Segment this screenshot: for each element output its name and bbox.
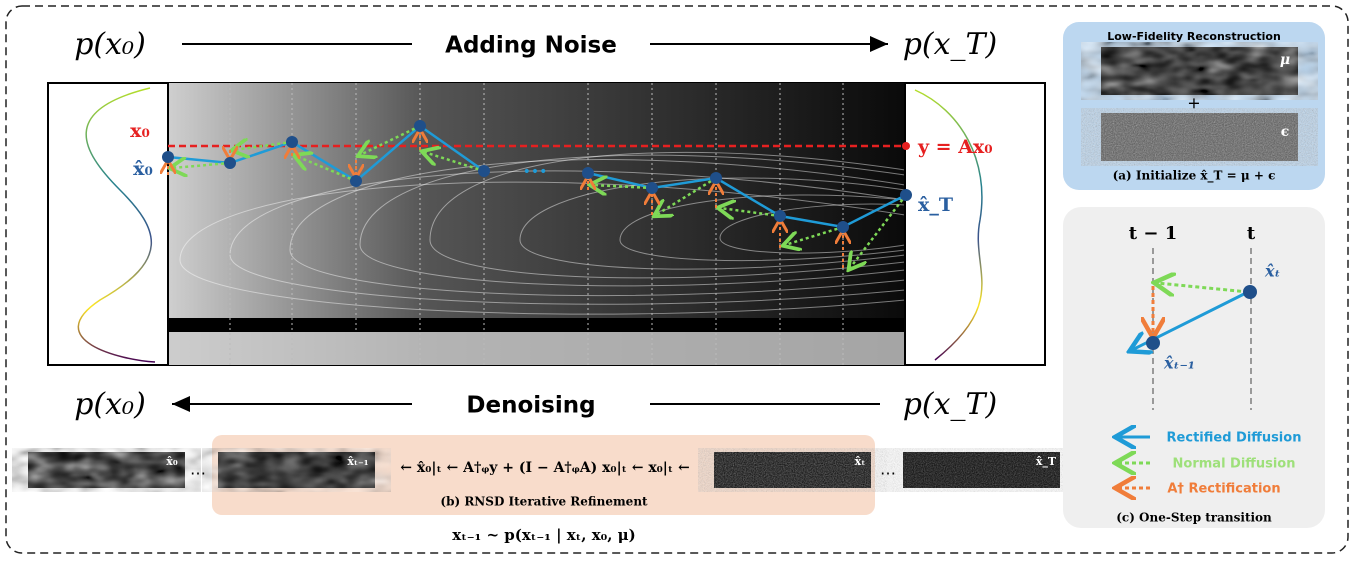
sampling-formula: xₜ₋₁ ~ p(xₜ₋₁ | xₜ, x₀, μ): [452, 526, 635, 544]
measurement-label: y = Ax₀: [917, 136, 993, 158]
ellipsis: …: [880, 460, 896, 479]
x0-hat-label: x̂₀: [133, 158, 153, 180]
process-label: Adding Noise: [445, 33, 617, 59]
point: [1146, 336, 1160, 350]
dist-label: p(x_T): [903, 27, 998, 62]
x0-label: x₀: [130, 120, 150, 142]
thumb-label: x̂ₜ: [855, 455, 866, 468]
eps-label: ϵ: [1281, 124, 1290, 140]
legend-label: Normal Diffusion: [1173, 457, 1296, 472]
thumb-label: x̂ₜ₋₁: [347, 455, 368, 468]
point: [1243, 285, 1257, 299]
eps-image: [1101, 113, 1298, 161]
axis-label: t − 1: [1129, 223, 1177, 244]
caption: (c) One-Step transition: [1116, 511, 1272, 525]
plus: +: [1187, 94, 1200, 113]
thumb-label: x̂₀: [166, 455, 178, 468]
landscape: [48, 83, 1045, 365]
mu-label: μ: [1280, 52, 1290, 68]
xT-hat-label: x̂_T: [918, 194, 953, 216]
point-label: x̂ₜ: [1264, 262, 1280, 281]
ellipsis: …: [190, 460, 206, 479]
panel-title: Low-Fidelity Reconstruction: [1107, 30, 1281, 43]
caption: (b) RNSD Iterative Refinement: [440, 495, 648, 509]
point: [902, 142, 910, 150]
caption: (a) Initialize x̂_T = μ + ϵ: [1113, 169, 1276, 184]
legend-label: Rectified Diffusion: [1167, 431, 1302, 446]
dist-label: p(x₀): [74, 387, 146, 422]
process-label: Denoising: [466, 393, 595, 419]
legend-label: A† Rectification: [1167, 482, 1280, 497]
ellipsis: •••: [523, 164, 548, 180]
mu-image: [1101, 47, 1298, 95]
diagram: p(x₀) Adding Noise p(x_T): [0, 0, 1354, 559]
dist-label: p(x₀): [74, 27, 146, 62]
axis-label: t: [1247, 223, 1256, 244]
dist-label: p(x_T): [903, 387, 998, 422]
point-label: x̂ₜ₋₁: [1163, 354, 1195, 373]
thumb-label: x̂_T: [1036, 455, 1057, 469]
formula: ← x̂₀|ₜ ← A†ᵩy + (I − A†ᵩA) x₀|ₜ ← x₀|ₜ …: [400, 460, 689, 476]
